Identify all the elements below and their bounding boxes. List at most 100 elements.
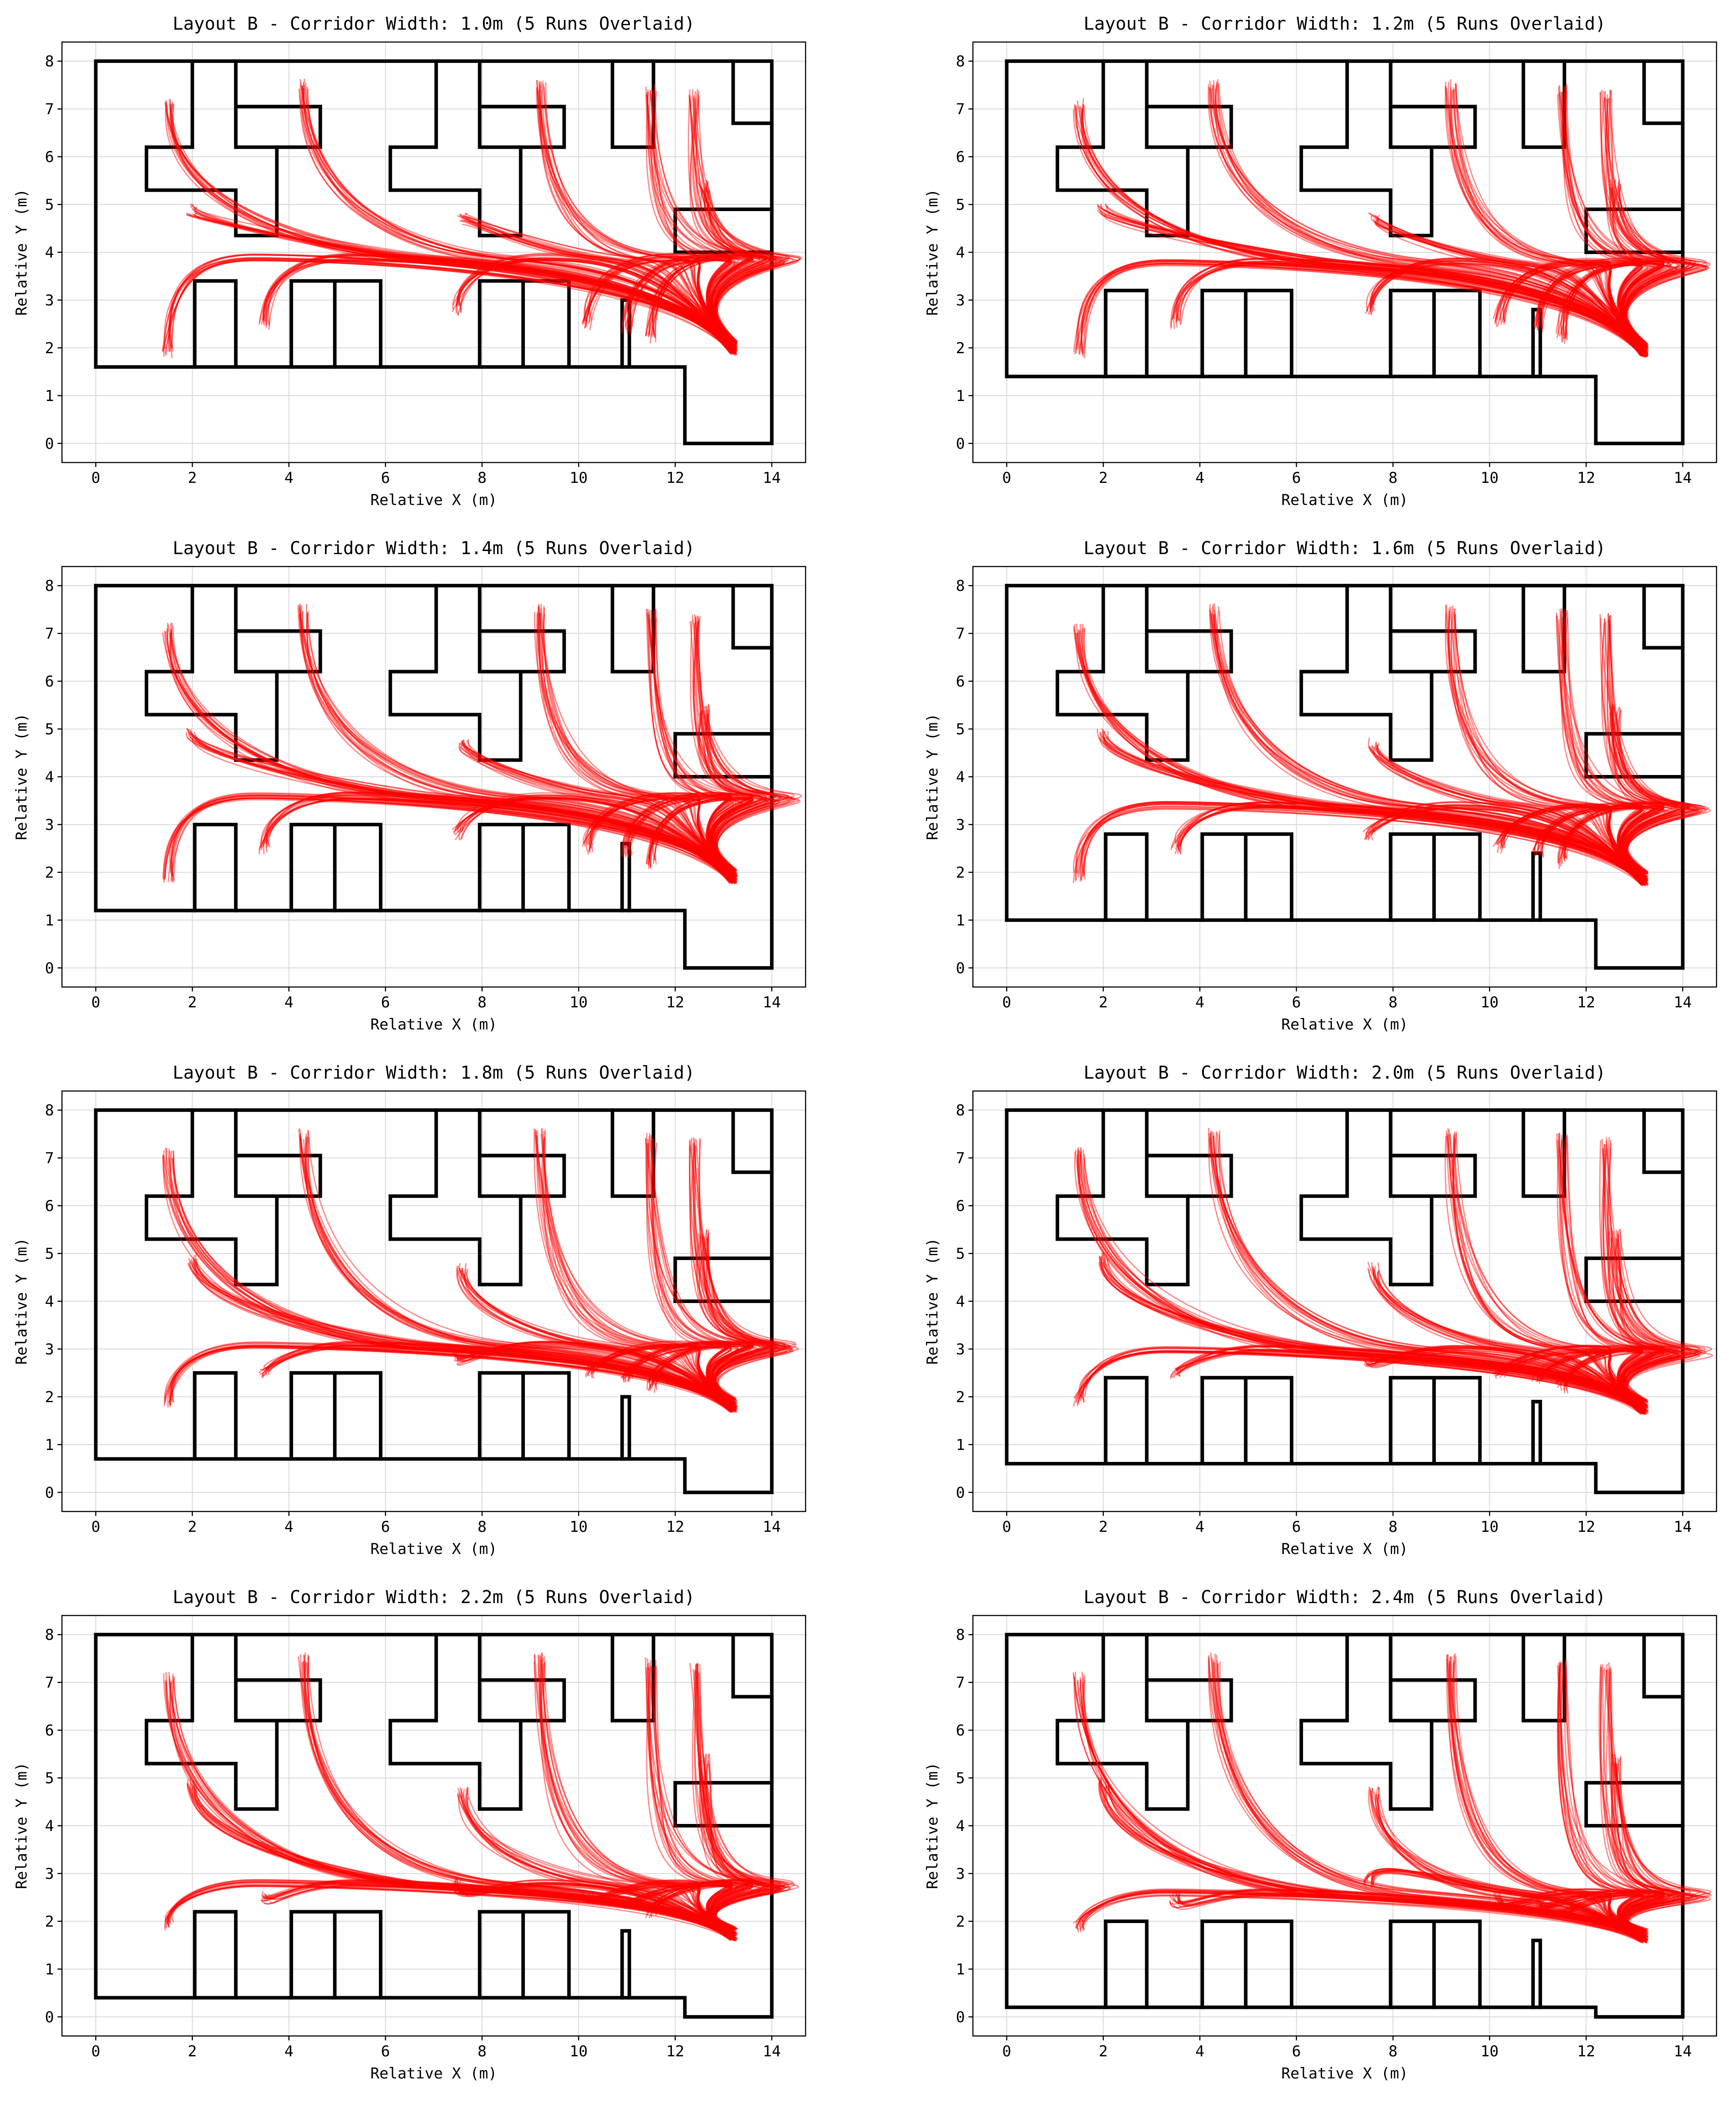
trajectory-line: [1562, 808, 1665, 882]
trajectory-line: [1616, 1238, 1679, 1413]
trajectory-line: [458, 255, 734, 343]
trajectory-line: [1599, 617, 1690, 884]
trajectory-line: [1377, 217, 1644, 348]
trajectory-line: [193, 206, 730, 348]
trajectory-line: [187, 1779, 737, 1939]
chart-title: Layout B - Corridor Width: 1.0m (5 Runs …: [173, 14, 695, 34]
trajectory-line: [173, 1156, 736, 1405]
trajectory-line: [172, 1677, 732, 1934]
trajectory-line: [1214, 609, 1645, 873]
trajectory-line: [1072, 1672, 1643, 1939]
trajectory-line: [1364, 805, 1645, 885]
trajectory-line: [693, 95, 790, 342]
trajectory-line: [646, 613, 737, 875]
trajectory-line: [540, 608, 736, 882]
trajectory-line: [541, 1652, 736, 1941]
trajectory-line: [188, 729, 733, 882]
trajectory-line: [162, 258, 737, 352]
trajectory-line: [1501, 1893, 1648, 1934]
trajectory-line: [1502, 260, 1648, 351]
wall-segment: [1200, 289, 1293, 378]
trajectory-line: [1368, 737, 1648, 885]
trajectory-line: [456, 794, 733, 884]
trajectory-line: [629, 1883, 735, 1938]
trajectory-line: [1448, 1662, 1646, 1932]
trajectory-line: [1559, 1662, 1651, 1935]
trajectory-line: [1376, 1797, 1646, 1932]
trajectory-line: [455, 798, 730, 872]
trajectory-line: [689, 1146, 777, 1412]
trajectory-line: [1076, 1350, 1649, 1414]
trajectory-line: [167, 622, 731, 875]
trajectory-line: [653, 1666, 767, 1934]
trajectory-line: [299, 603, 736, 882]
trajectory-line: [650, 258, 754, 345]
trajectory-line: [1100, 212, 1642, 349]
trajectory-line: [588, 1882, 731, 1939]
trajectory-line: [627, 1341, 735, 1410]
trajectory-line: [1558, 619, 1659, 885]
trajectory-line: [1605, 99, 1694, 355]
trajectory-line: [1074, 261, 1642, 355]
y-tick-label: 7: [956, 1149, 965, 1167]
trajectory-line: [689, 1144, 776, 1403]
trajectory-line: [193, 1261, 735, 1404]
trajectory-line: [706, 1754, 783, 1940]
trajectory-line: [706, 180, 778, 349]
trajectory-line: [700, 1755, 786, 1938]
x-tick-label: 2: [188, 469, 197, 487]
trajectory-line: [540, 1660, 736, 1933]
trajectory-line: [260, 1345, 730, 1413]
trajectory-line: [186, 728, 730, 876]
y-axis-label: Relative Y (m): [924, 1238, 941, 1365]
trajectory-line: [1105, 203, 1643, 353]
trajectory-line: [1563, 91, 1646, 344]
trajectory-line: [538, 1655, 731, 1933]
trajectory-line: [1601, 89, 1690, 349]
trajectory-line: [1367, 745, 1647, 882]
trajectory-line: [1620, 1756, 1687, 1940]
trajectory-line: [1560, 803, 1665, 877]
trajectory-line: [189, 1782, 736, 1931]
trajectory-line: [1447, 1654, 1649, 1932]
wall-segment: [673, 1781, 774, 1828]
trajectory-line: [1563, 1347, 1665, 1414]
trajectory-line: [1365, 258, 1648, 351]
trajectory-line: [1557, 1347, 1665, 1413]
trajectory-line: [630, 258, 732, 350]
trajectory-line: [1603, 90, 1697, 346]
trajectory-line: [1500, 805, 1643, 882]
trajectory-line: [1072, 1350, 1643, 1407]
trajectory-line: [1561, 1889, 1665, 1935]
trajectory-line: [1542, 1347, 1643, 1412]
x-tick-label: 14: [763, 994, 781, 1011]
trajectory-line: [1376, 748, 1646, 884]
trajectory-line: [1375, 741, 1642, 874]
trajectory-line: [1610, 90, 1674, 354]
trajectory-line: [650, 1666, 761, 1940]
trajectory-line: [190, 729, 735, 871]
trajectory-line: [1499, 261, 1647, 358]
y-tick-label: 8: [45, 53, 54, 70]
trajectory-line: [1564, 1141, 1672, 1404]
y-tick-label: 4: [45, 768, 54, 786]
trajectory-line: [1455, 84, 1648, 356]
wall-segment: [673, 732, 774, 779]
trajectory-line: [1561, 617, 1646, 883]
trajectory-line: [1368, 1346, 1645, 1414]
walls: [94, 1633, 774, 2019]
trajectory-line: [1453, 90, 1644, 357]
trajectory-line: [1493, 1892, 1643, 1943]
trajectory-line: [1618, 1229, 1713, 1414]
trajectory-line: [307, 1137, 733, 1408]
trajectory-line: [1447, 1662, 1642, 1934]
trajectory-line: [1097, 205, 1647, 357]
trajectory-line: [1446, 1658, 1643, 1936]
trajectory-line: [630, 254, 733, 342]
y-axis-label: Relative Y (m): [13, 189, 31, 316]
trajectory-line: [1073, 260, 1645, 357]
trajectory-line: [459, 1341, 737, 1399]
trajectory-line: [459, 797, 732, 878]
trajectory-line: [1371, 1870, 1648, 1938]
trajectory-line: [697, 1671, 782, 1941]
